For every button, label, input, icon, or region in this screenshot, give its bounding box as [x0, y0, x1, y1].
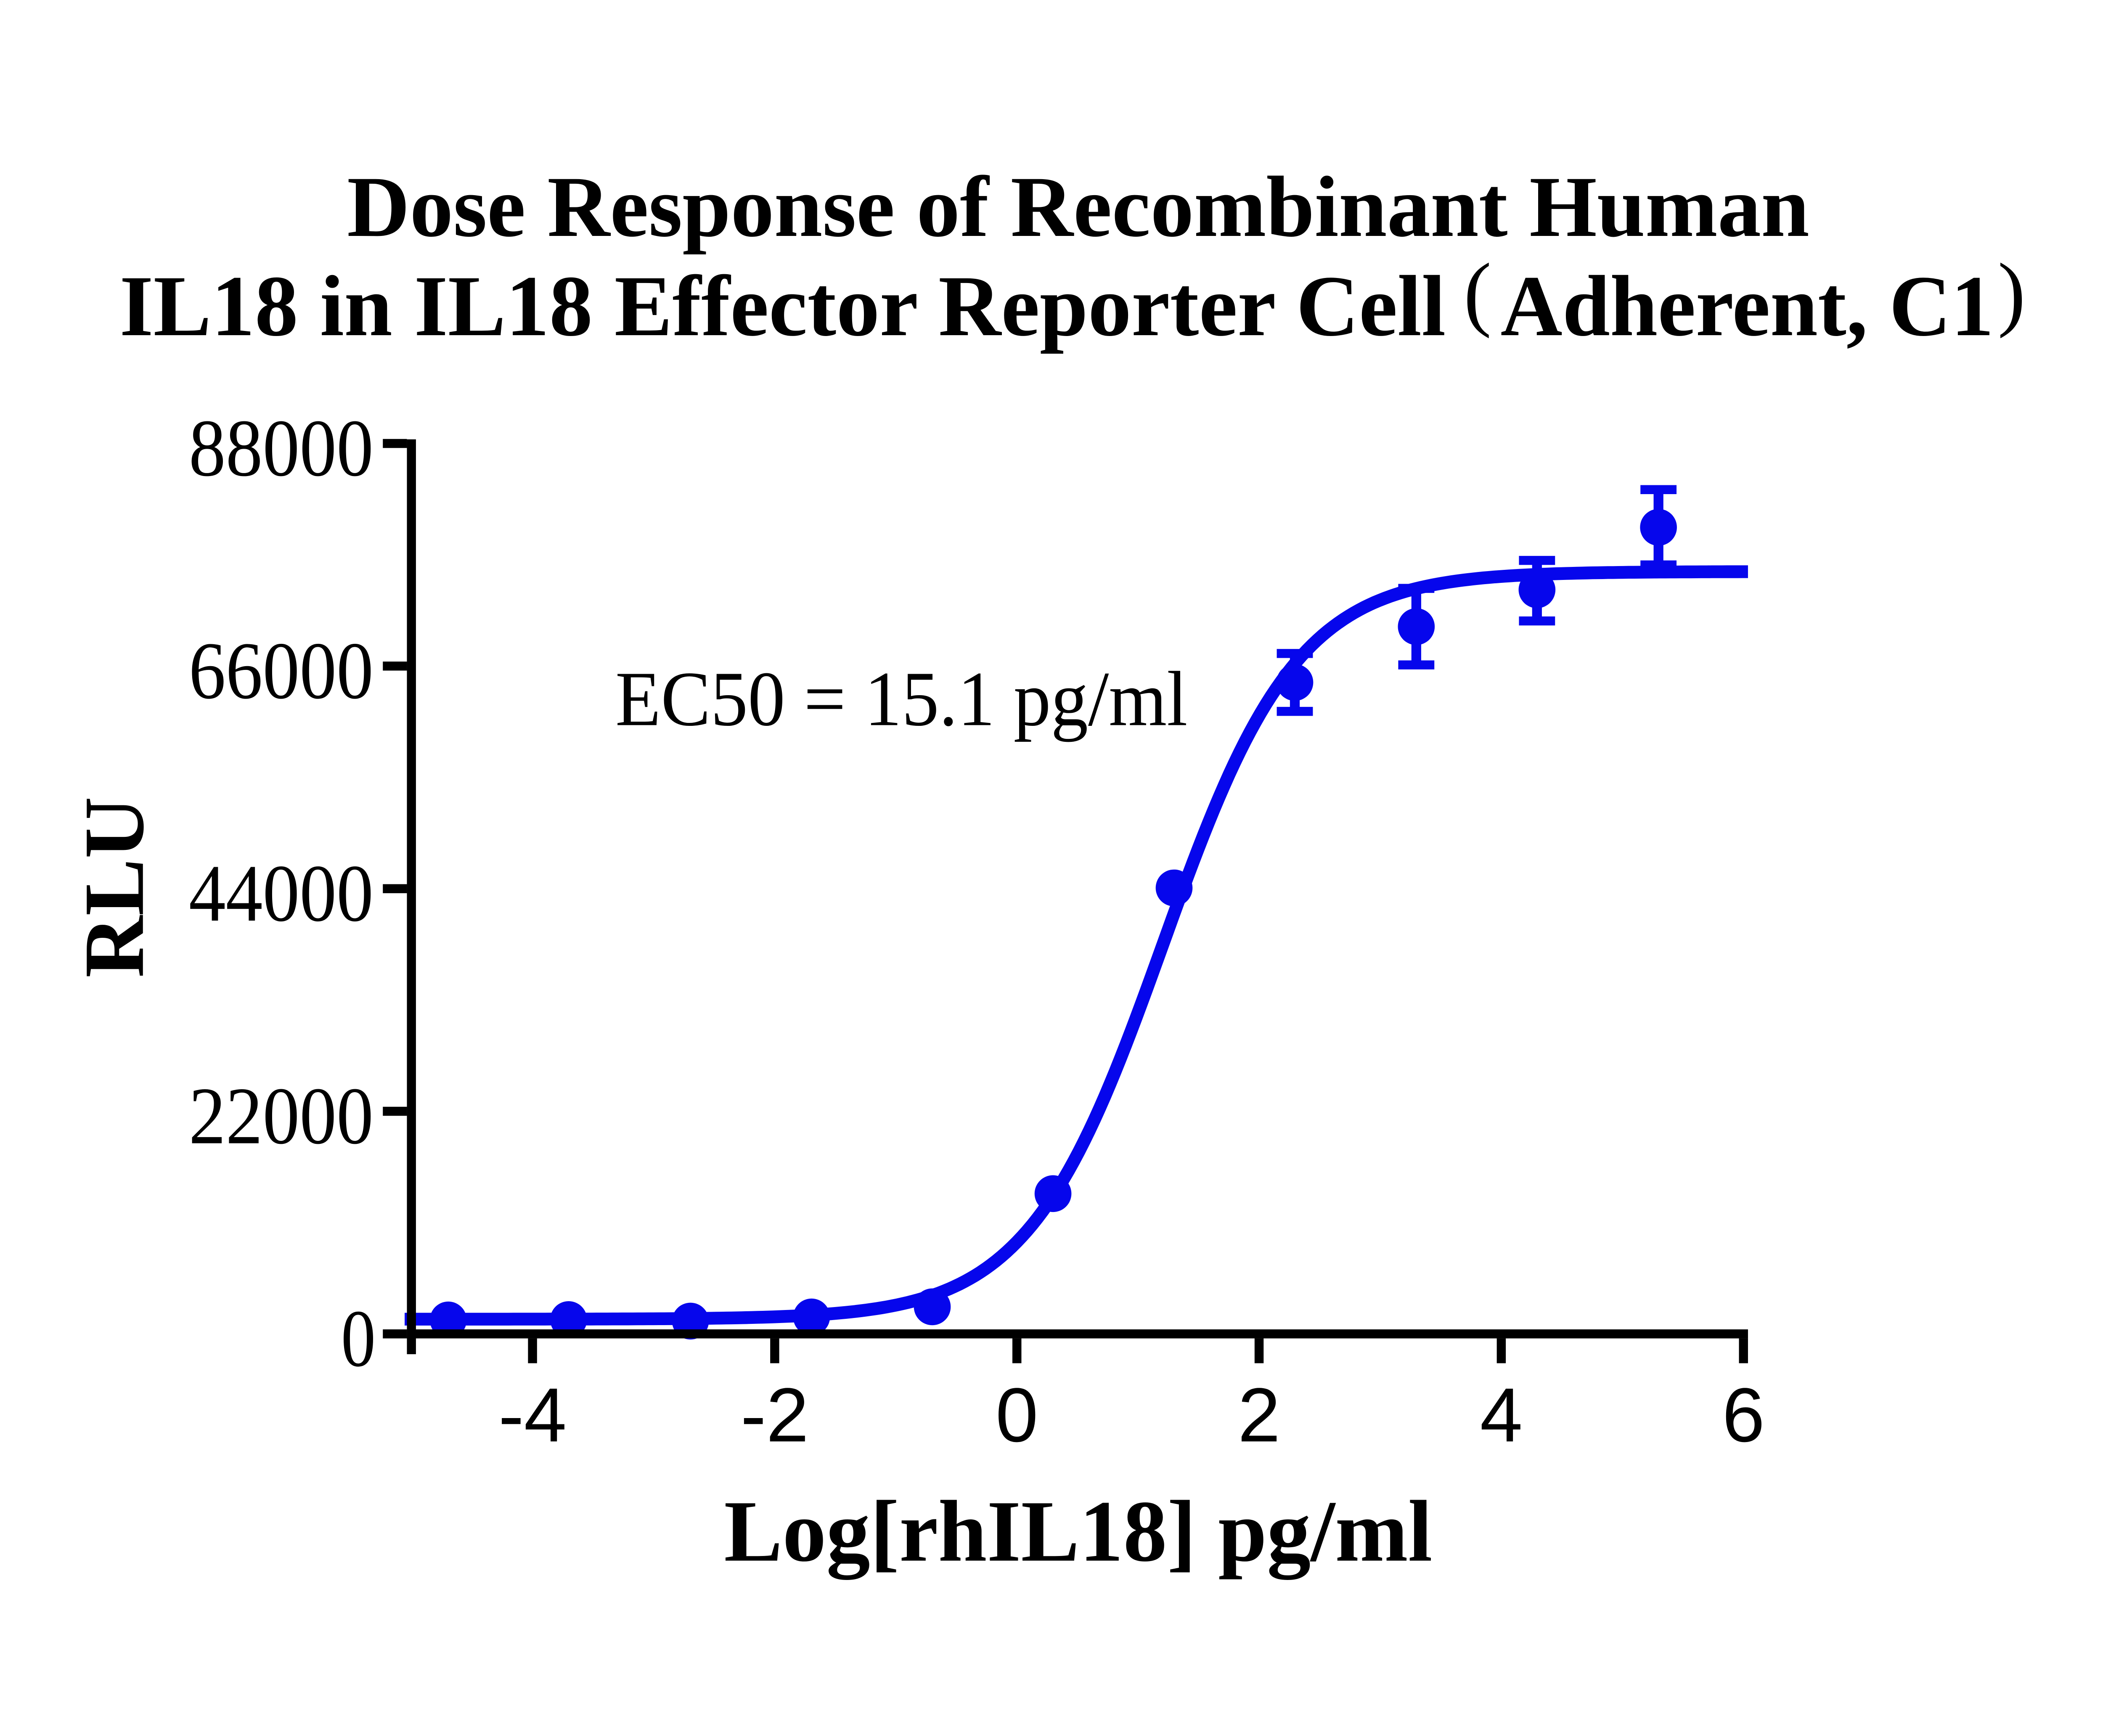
- svg-text:Dose Response of Recombinant H: Dose Response of Recombinant Human: [347, 159, 1809, 255]
- svg-text:Log[rhIL18] pg/ml: Log[rhIL18] pg/ml: [724, 1483, 1432, 1580]
- svg-text:RLU: RLU: [67, 797, 162, 977]
- svg-text:44000: 44000: [189, 848, 373, 939]
- svg-text:4: 4: [1480, 1372, 1523, 1458]
- svg-text:Adherent, C1: Adherent, C1: [1501, 258, 1994, 355]
- svg-text:-4: -4: [498, 1372, 567, 1458]
- svg-text:0: 0: [341, 1293, 376, 1383]
- svg-text:(: (: [1464, 246, 1491, 339]
- svg-text:22000: 22000: [189, 1071, 373, 1162]
- svg-text:0: 0: [996, 1372, 1038, 1458]
- svg-text:6: 6: [1722, 1372, 1764, 1458]
- svg-text:66000: 66000: [189, 626, 373, 716]
- svg-text:-2: -2: [741, 1372, 809, 1458]
- svg-text:): ): [1998, 246, 2026, 339]
- svg-text:88000: 88000: [189, 403, 373, 494]
- svg-text:IL18 in IL18 Effector Reporter: IL18 in IL18 Effector Reporter Cell: [119, 258, 1446, 354]
- svg-text:2: 2: [1238, 1372, 1280, 1458]
- svg-text:EC50 = 15.1 pg/ml: EC50 = 15.1 pg/ml: [615, 656, 1187, 742]
